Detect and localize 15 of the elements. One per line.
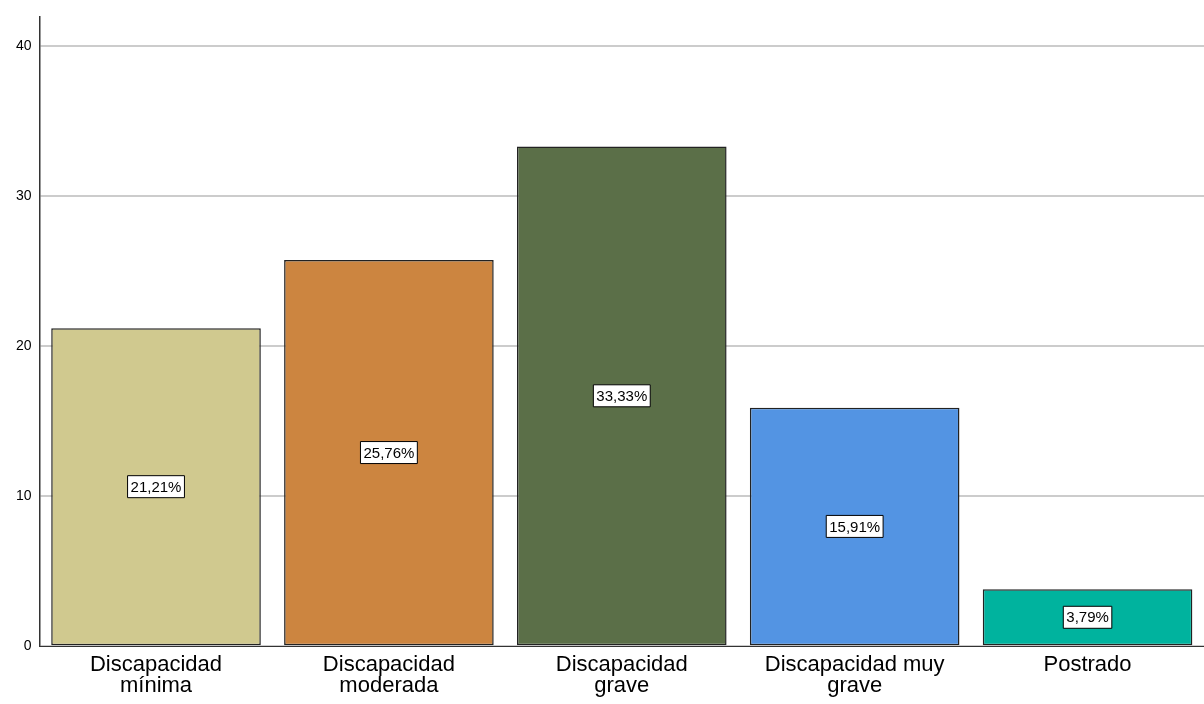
x-tick-label: Discapacidad grave [555, 650, 688, 697]
x-tick-label: Discapacidad muy grave [764, 650, 945, 697]
y-tick-label: 40 [15, 37, 32, 54]
y-tick-label: 0 [23, 637, 32, 654]
y-tick-label: 10 [15, 487, 32, 504]
x-tick-label: Discapacidad mínima [89, 650, 223, 697]
data-label: 25,76% [363, 443, 415, 461]
y-tick-label: 20 [15, 337, 32, 354]
data-label: 15,91% [829, 517, 881, 535]
y-tick-label: 30 [15, 187, 32, 204]
x-tick-label: Discapacidad moderada [322, 650, 455, 697]
data-label: 33,33% [596, 386, 648, 404]
data-label: 3,79% [1066, 608, 1109, 626]
x-tick-label: Postrado [1043, 650, 1132, 676]
data-label: 21,21% [130, 477, 182, 495]
